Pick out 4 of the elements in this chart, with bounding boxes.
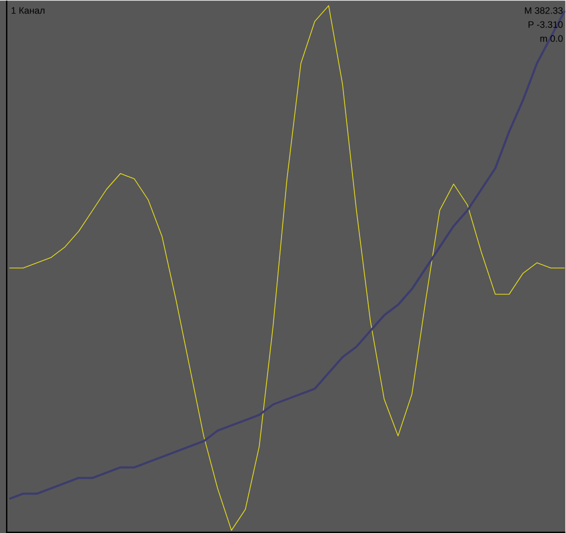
annotation: P -3.310 [528, 21, 563, 28]
annotation: 1 Канал [12, 7, 44, 14]
annotation: M 382.33 [524, 7, 563, 14]
annotation: m 0.0 [540, 35, 563, 42]
